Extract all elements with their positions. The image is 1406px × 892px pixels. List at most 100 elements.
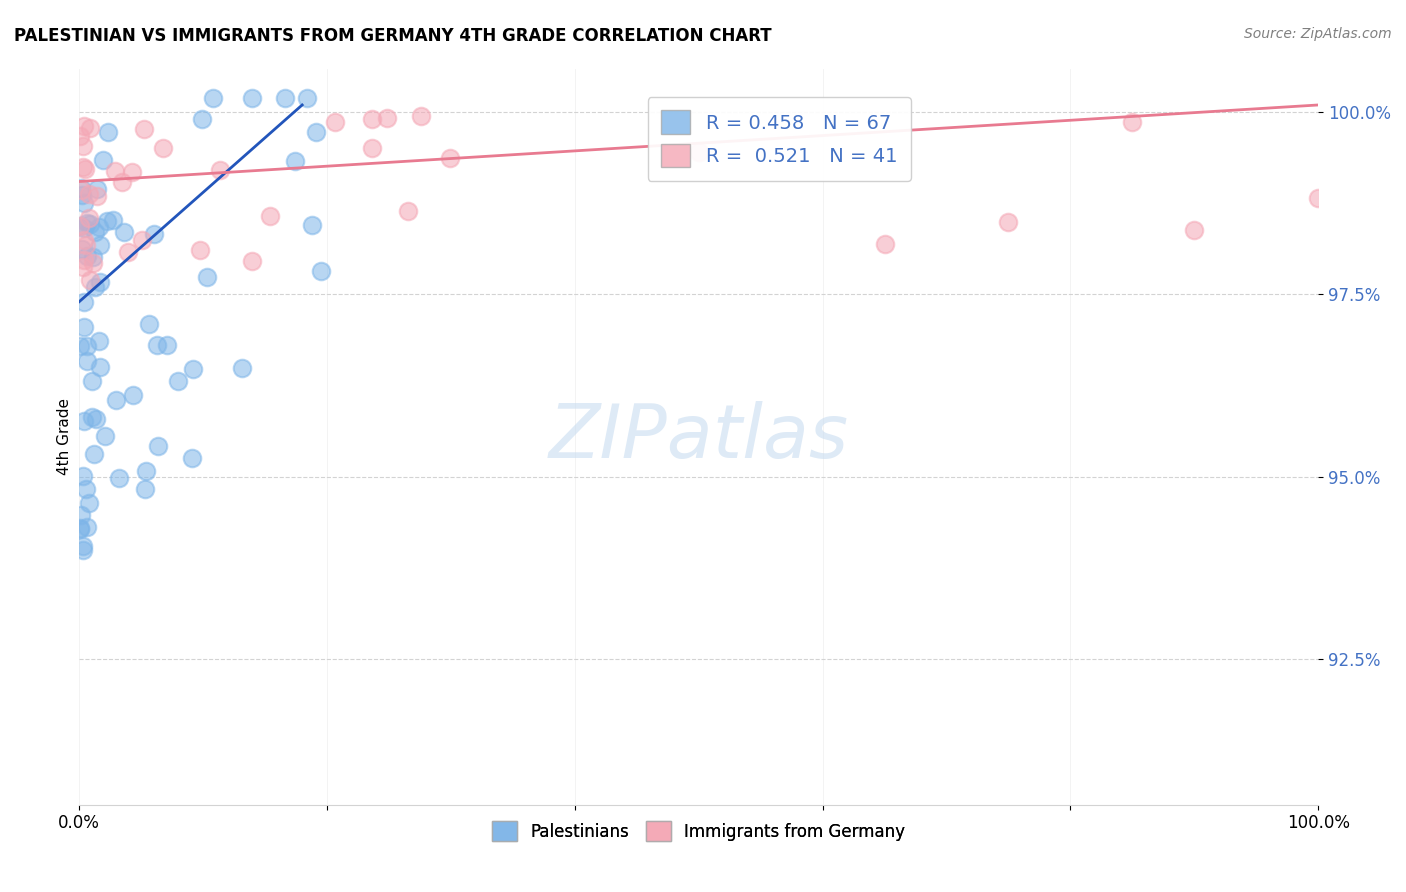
Point	[82, 256, 104, 270]
Point	[80, 409, 103, 424]
Point	[69, 522, 91, 536]
Point	[231, 360, 253, 375]
Point	[83, 446, 105, 460]
Point	[79, 495, 101, 509]
Point	[439, 151, 461, 165]
Point	[89, 334, 111, 349]
Point	[79, 120, 101, 135]
Point	[73, 320, 96, 334]
Point	[73, 233, 96, 247]
Point	[79, 211, 101, 225]
Point	[76, 520, 98, 534]
Point	[69, 219, 91, 233]
Point	[69, 521, 91, 535]
Point	[89, 275, 111, 289]
Point	[75, 482, 97, 496]
Point	[96, 214, 118, 228]
Point	[70, 183, 93, 197]
Point	[70, 243, 93, 257]
Point	[76, 249, 98, 263]
Point	[259, 209, 281, 223]
Point	[156, 338, 179, 352]
Point	[104, 392, 127, 407]
Point	[134, 122, 156, 136]
Point	[72, 260, 94, 275]
Point	[104, 163, 127, 178]
Point	[72, 188, 94, 202]
Point	[311, 263, 333, 277]
Point	[143, 227, 166, 242]
Point	[111, 175, 134, 189]
Point	[323, 115, 346, 129]
Point	[284, 154, 307, 169]
Point	[97, 125, 120, 139]
Point	[89, 220, 111, 235]
Point	[73, 221, 96, 235]
Point	[89, 360, 111, 375]
Y-axis label: 4th Grade: 4th Grade	[58, 398, 72, 475]
Point	[86, 189, 108, 203]
Point	[94, 429, 117, 443]
Point	[69, 128, 91, 143]
Point	[84, 225, 107, 239]
Point	[360, 140, 382, 154]
Point	[79, 217, 101, 231]
Text: Source: ZipAtlas.com: Source: ZipAtlas.com	[1244, 27, 1392, 41]
Point	[77, 186, 100, 201]
Point	[72, 139, 94, 153]
Point	[146, 338, 169, 352]
Point	[84, 412, 107, 426]
Point	[70, 181, 93, 195]
Point	[688, 145, 710, 160]
Point	[181, 362, 204, 376]
Point	[146, 439, 169, 453]
Point	[73, 252, 96, 267]
Point	[69, 508, 91, 522]
Point	[208, 163, 231, 178]
Point	[411, 109, 433, 123]
Point	[1308, 191, 1330, 205]
Point	[117, 244, 139, 259]
Point	[82, 250, 104, 264]
Point	[202, 91, 225, 105]
Text: ZIPatlas: ZIPatlas	[548, 401, 849, 473]
Point	[75, 237, 97, 252]
Point	[188, 244, 211, 258]
Point	[69, 219, 91, 234]
Point	[72, 414, 94, 428]
Point	[297, 91, 319, 105]
Point	[197, 269, 219, 284]
Point	[79, 273, 101, 287]
Point	[72, 160, 94, 174]
Point	[121, 388, 143, 402]
Point	[301, 218, 323, 232]
Point	[121, 165, 143, 179]
Point	[108, 471, 131, 485]
Point	[73, 196, 96, 211]
Point	[134, 482, 156, 496]
Point	[131, 233, 153, 247]
Point	[180, 451, 202, 466]
Point	[112, 225, 135, 239]
Point	[240, 253, 263, 268]
Point	[73, 119, 96, 133]
Point	[72, 542, 94, 557]
Point	[76, 216, 98, 230]
Point	[86, 182, 108, 196]
Point	[997, 215, 1019, 229]
Point	[1182, 223, 1205, 237]
Point	[69, 339, 91, 353]
Point	[138, 317, 160, 331]
Point	[190, 112, 212, 126]
Point	[240, 91, 263, 105]
Point	[73, 162, 96, 177]
Text: PALESTINIAN VS IMMIGRANTS FROM GERMANY 4TH GRADE CORRELATION CHART: PALESTINIAN VS IMMIGRANTS FROM GERMANY 4…	[14, 27, 772, 45]
Point	[103, 212, 125, 227]
Point	[1121, 115, 1143, 129]
Point	[361, 112, 384, 126]
Point	[76, 339, 98, 353]
Point	[72, 540, 94, 554]
Point	[305, 124, 328, 138]
Point	[89, 237, 111, 252]
Point	[93, 153, 115, 167]
